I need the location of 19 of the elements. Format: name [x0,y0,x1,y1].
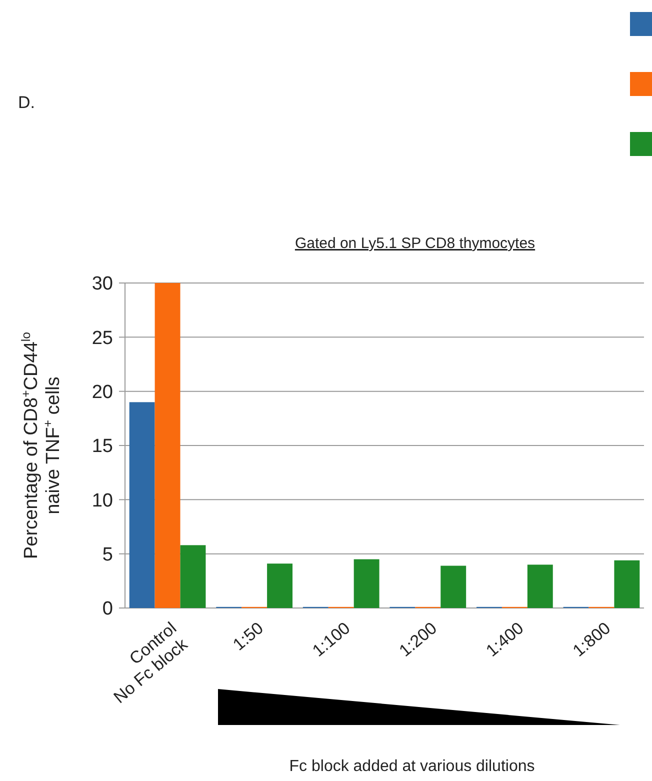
bar [614,560,640,608]
bar [129,402,155,608]
y-tick-label: 0 [102,598,113,620]
y-tick-label: 15 [92,436,113,458]
y-tick-label: 25 [92,328,113,349]
y-tick-label: 20 [92,382,113,403]
y-tick-label: 30 [92,274,113,295]
bar [180,545,206,608]
text: D. [18,93,35,112]
x-tick-label: 1:50 [229,618,267,654]
y-tick-label: 5 [102,544,113,566]
bar [154,283,180,608]
bar [354,559,380,608]
x-axis-title: Fc block added at various dilutions [289,758,535,775]
bar [267,564,293,608]
chart-title: Gated on Ly5.1 SP CD8 thymocytes [294,235,536,252]
bar [527,564,553,608]
bar [440,566,466,608]
y-tick-label: 10 [92,490,113,512]
